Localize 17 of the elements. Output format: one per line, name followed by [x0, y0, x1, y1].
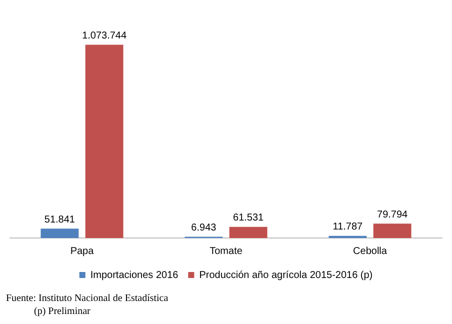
legend-label: Importaciones 2016 [90, 270, 179, 281]
x-tick-label: Tomate [210, 246, 243, 257]
data-label: 6.943 [191, 222, 217, 234]
bar [229, 226, 268, 238]
legend-label: Producción año agrícola 2015-2016 (p) [199, 270, 373, 281]
source-note: Fuente: Instituto Nacional de Estadística [6, 292, 168, 305]
data-label: 51.841 [44, 214, 76, 226]
x-tick-label: Papa [70, 246, 94, 257]
bar [373, 224, 412, 238]
x-tick-label: Cebolla [353, 246, 388, 257]
bar [40, 228, 79, 238]
data-label: 11.787 [332, 222, 364, 233]
data-label: 1.073.744 [82, 30, 127, 42]
text: (p) Preliminar [33, 305, 92, 318]
data-label: 61.531 [233, 212, 264, 224]
data-label: 79.794 [377, 209, 408, 220]
bar [85, 44, 124, 238]
